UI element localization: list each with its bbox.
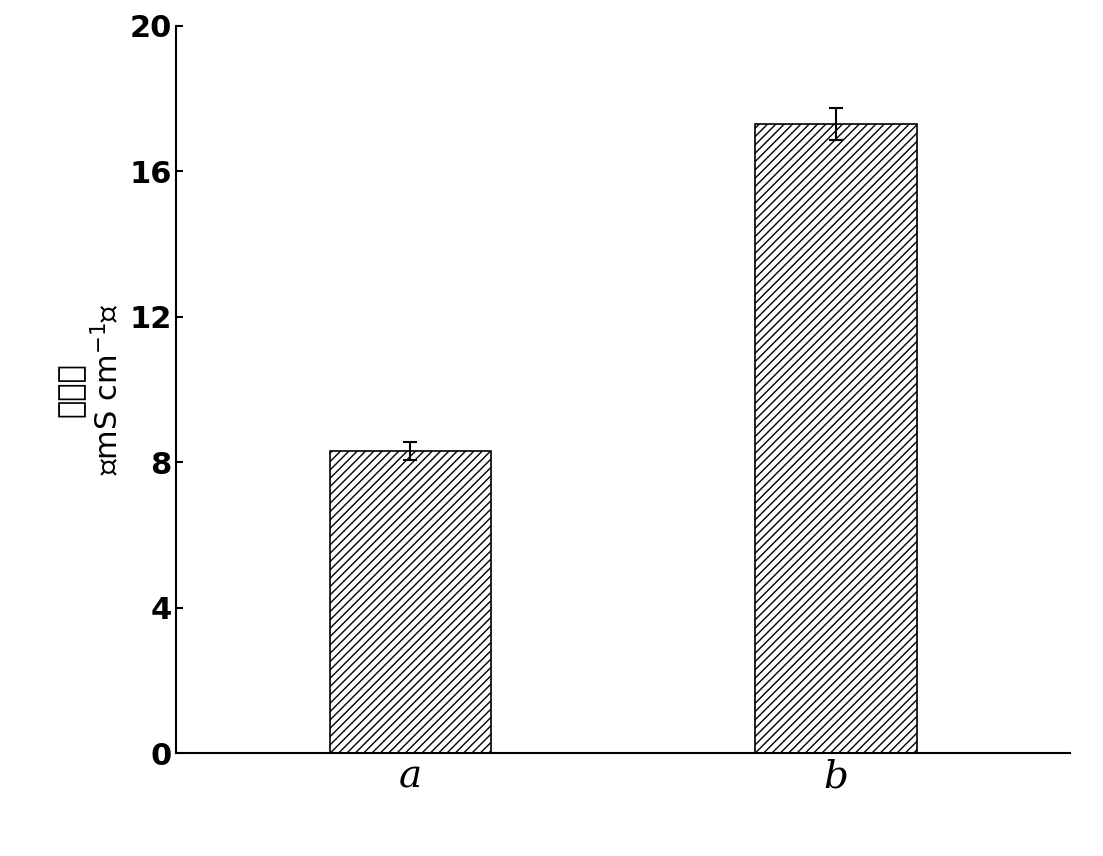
Bar (756, 124, 917, 753)
Y-axis label: 电导率
（mS cm$^{-1}$）: 电导率 （mS cm$^{-1}$） (56, 304, 124, 475)
Bar (330, 451, 491, 753)
